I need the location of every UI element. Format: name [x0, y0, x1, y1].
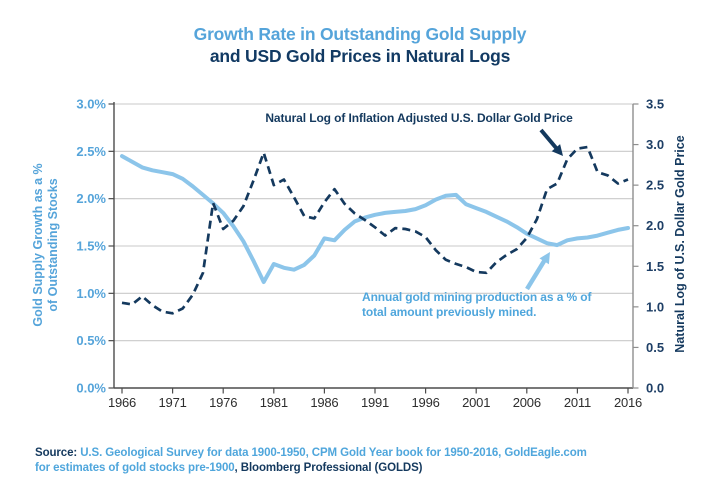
- source-credit-line2: for estimates of gold stocks pre-1900: [35, 462, 235, 474]
- right-tick-label: 2.5: [646, 178, 664, 193]
- left-axis-title-line1: Gold Supply Growth as a %: [31, 163, 45, 327]
- left-axis-title-line2: of Outstanding Stocks: [46, 178, 60, 312]
- left-tick-label: 2.5%: [76, 144, 106, 159]
- x-tick-label: 1966: [108, 395, 136, 410]
- x-tick-label: 1976: [209, 395, 237, 410]
- supply-series-annotation: Annual gold mining production as a % of …: [362, 290, 592, 320]
- left-axis-title: Gold Supply Growth as a % of Outstanding…: [31, 150, 61, 340]
- right-tick-label: 0.5: [646, 340, 664, 355]
- supply-annotation-line1: Annual gold mining production as a % of: [362, 290, 592, 304]
- x-tick-label: 2001: [462, 395, 490, 410]
- left-tick-label: 1.5%: [76, 239, 106, 254]
- x-tick-label: 1996: [412, 395, 440, 410]
- left-axis-ticks: 0.0% 0.5% 1.0% 1.5% 2.0% 2.5% 3.0%: [76, 97, 114, 396]
- x-tick-label: 2006: [513, 395, 541, 410]
- right-axis-title: Natural Log of U.S. Dollar Gold Price: [673, 135, 687, 353]
- left-tick-label: 0.5%: [76, 333, 106, 348]
- left-tick-label: 2.0%: [76, 191, 106, 206]
- gridlines: [114, 103, 633, 342]
- chart-title-line2: and USD Gold Prices in Natural Logs: [209, 46, 511, 66]
- x-tick-label: 1981: [260, 395, 288, 410]
- right-tick-label: 3.0: [646, 137, 664, 152]
- source-credit-bloomberg: , Bloomberg Professional (GOLDS): [234, 462, 423, 474]
- gold-price-line: [121, 145, 629, 315]
- source-prefix: Source:: [35, 447, 81, 459]
- right-tick-label: 1.5: [646, 259, 664, 274]
- right-tick-label: 2.0: [646, 218, 664, 233]
- x-tick-label: 1986: [310, 395, 338, 410]
- right-axis-ticks: 0.0 0.5 1.0 1.5 2.0 2.5 3.0 3.5: [633, 97, 664, 396]
- right-tick-label: 1.0: [646, 299, 664, 314]
- chart-title-line1: Growth Rate in Outstanding Gold Supply: [193, 24, 527, 44]
- left-tick-label: 1.0%: [76, 286, 106, 301]
- x-tick-label: 1971: [159, 395, 187, 410]
- right-tick-label: 3.5: [646, 97, 664, 112]
- x-tick-label: 2016: [614, 395, 642, 410]
- source-note: Source: U.S. Geological Survey for data …: [35, 446, 695, 476]
- gold-supply-line: [120, 154, 630, 284]
- x-axis-ticks: 1966 1971 1976 1981 1986 1991 1996 2001 2006 2011…: [108, 388, 642, 410]
- price-series-annotation: Natural Log of Inflation Adjusted U.S. D…: [265, 111, 573, 125]
- price-annotation-arrow: [539, 128, 563, 156]
- right-tick-label: 0.0: [646, 381, 664, 396]
- supply-annotation-line2: total amount previously mined.: [362, 305, 537, 319]
- x-tick-label: 2011: [564, 395, 591, 410]
- left-tick-label: 0.0%: [76, 381, 106, 396]
- source-credit-line1: U.S. Geological Survey for data 1900-195…: [80, 447, 587, 459]
- x-tick-label: 1991: [361, 395, 389, 410]
- left-tick-label: 3.0%: [76, 97, 106, 112]
- supply-annotation-arrow: [525, 252, 550, 291]
